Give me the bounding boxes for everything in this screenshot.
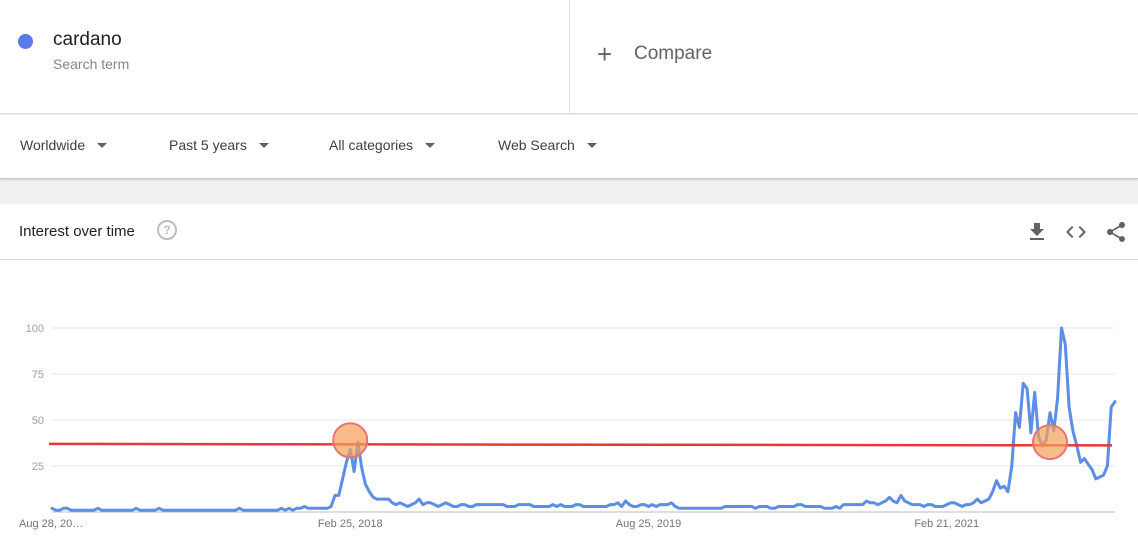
y-tick-label: 75 [32,369,44,381]
search-type-dropdown-label: Web Search [498,137,575,153]
annotation-highlight-circle [332,422,369,459]
x-tick-label: Aug 25, 2019 [616,518,681,530]
y-tick-label: 100 [26,323,44,335]
y-tick-label: 25 [32,461,44,473]
region-dropdown[interactable]: Worldwide [20,137,108,153]
caret-down-icon [586,142,597,148]
interest-over-time-card: Interest over time ? 25 50 75 100 Aug 28, 20… [0,204,1138,551]
series-line-cardano [50,326,1117,512]
x-tick-label: Feb 25, 2018 [318,518,383,530]
plus-icon: + [597,39,613,69]
x-tick-label: Aug 28, 20… [19,518,83,530]
region-dropdown-label: Worldwide [20,137,86,153]
y-tick-label: 50 [32,415,44,427]
term-color-dot [18,34,33,49]
share-icon[interactable] [1104,220,1128,244]
caret-down-icon [97,142,108,148]
x-tick-label: Feb 21, 2021 [914,518,979,530]
download-icon[interactable] [1025,220,1049,244]
compare-label: Compare [634,43,713,64]
search-terms-bar: cardano Search term + Compare [0,0,1138,114]
term-subtitle: Search term [53,56,130,72]
time-range-dropdown-label: Past 5 years [169,137,247,153]
compare-button[interactable]: + Compare [597,40,712,68]
term-name: cardano [53,29,122,50]
search-term-card[interactable]: cardano Search term [0,0,570,114]
caret-down-icon [258,142,269,148]
time-range-dropdown[interactable]: Past 5 years [169,137,269,153]
annotation-highlight-circle [1031,424,1068,461]
interest-chart: 25 50 75 100 Aug 28, 20… Feb 25, 2018 Aug 25, … [19,323,1117,530]
annotation-threshold-line [48,442,1113,447]
help-icon[interactable]: ? [157,220,177,240]
search-type-dropdown[interactable]: Web Search [498,137,597,153]
card-header: Interest over time ? [0,204,1138,260]
category-dropdown[interactable]: All categories [329,137,436,153]
filter-bar: Worldwide Past 5 years All categories We… [0,115,1138,179]
card-title: Interest over time [19,223,135,240]
caret-down-icon [425,142,436,148]
category-dropdown-label: All categories [329,137,414,153]
embed-code-icon[interactable] [1064,220,1088,244]
